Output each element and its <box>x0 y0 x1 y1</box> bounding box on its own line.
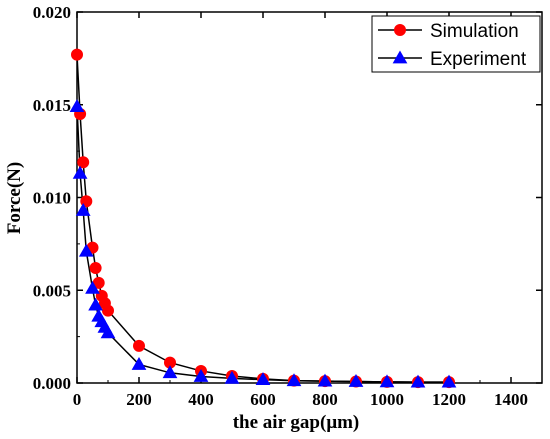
experiment-data-point <box>379 374 395 388</box>
experiment-data-point <box>286 373 302 387</box>
simulation-data-point <box>89 261 102 274</box>
legend-marker-experiment <box>392 50 408 64</box>
experiment-series-line <box>76 106 449 383</box>
experiment-data-point <box>162 365 178 379</box>
experiment-data-point <box>193 368 209 382</box>
experiment-data-point <box>88 297 103 311</box>
y-axis-title: Force(N) <box>4 162 25 234</box>
legend-marker-simulation <box>394 24 406 36</box>
experiment-data-point <box>348 374 364 387</box>
x-tick-label: 1400 <box>494 390 528 409</box>
y-tick-label: 0.005 <box>33 281 71 300</box>
simulation-data-point <box>102 304 114 317</box>
experiment-data-point <box>224 370 240 384</box>
experiment-data-point <box>72 165 88 179</box>
simulation-data-point <box>71 48 83 61</box>
y-tick-label: 0.010 <box>33 189 71 208</box>
x-tick-label: 200 <box>126 390 152 409</box>
x-tick-label: 1000 <box>370 390 404 409</box>
experiment-data-point <box>441 374 457 388</box>
experiment-data-point <box>255 372 271 386</box>
experiment-data-point <box>317 373 333 387</box>
experiment-data-point <box>131 356 147 370</box>
experiment-data-point <box>85 280 100 294</box>
experiment-data-point <box>100 325 116 339</box>
y-tick-label: 0.000 <box>33 374 71 393</box>
x-tick-label: 400 <box>188 390 214 409</box>
x-tick-label: 600 <box>250 390 276 409</box>
y-tick-label: 0.015 <box>33 96 71 115</box>
legend-label-experiment: Experiment <box>430 49 527 70</box>
simulation-series-line <box>76 54 449 383</box>
experiment-data-point <box>78 243 94 257</box>
y-tick-label: 0.020 <box>33 3 71 22</box>
plot-area: 0 200 400 600 800 1000 1200 1400 0.000 0.005 0.010… <box>33 3 543 409</box>
x-tick-label: 0 <box>73 390 82 409</box>
x-tick-label: 1200 <box>432 390 466 409</box>
simulation-data-point <box>77 156 90 169</box>
legend-label-simulation: Simulation <box>430 21 519 42</box>
x-tick-label: 800 <box>312 390 338 409</box>
simulation-data-point <box>133 339 145 352</box>
experiment-data-point <box>75 202 91 216</box>
experiment-data-point <box>410 374 426 388</box>
legend: Simulation Experiment <box>371 15 541 73</box>
experiment-data-point <box>69 99 85 112</box>
x-axis-title: the air gap(μm) <box>233 412 360 433</box>
